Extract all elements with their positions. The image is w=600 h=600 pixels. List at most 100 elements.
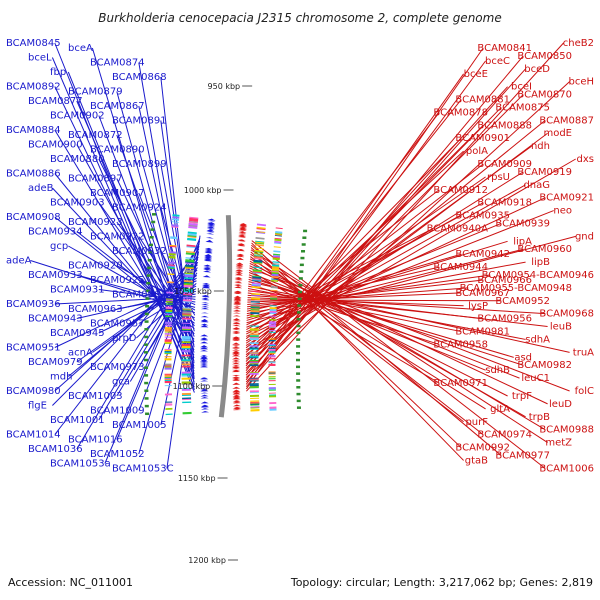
gene-label[interactable]: BCAM0841 <box>477 43 532 54</box>
gene-label[interactable]: BCAM0979 <box>28 357 83 368</box>
gene-label[interactable]: BCAM0925 <box>90 275 145 286</box>
gene-label[interactable]: polA <box>466 146 488 157</box>
gene-label[interactable]: BCAM0872 <box>68 130 123 141</box>
gene-label[interactable]: flgE <box>28 401 47 412</box>
gene-label[interactable]: trpF <box>512 391 532 402</box>
gene-label[interactable]: bceI <box>511 82 532 93</box>
gene-label[interactable]: BCAM1053C <box>112 464 174 475</box>
gene-label[interactable]: BCAM0942 <box>455 249 510 260</box>
gene-label[interactable]: gnd <box>575 231 594 242</box>
gene-label[interactable]: acnA <box>68 348 93 359</box>
gene-label[interactable]: BCAM0992 <box>455 443 510 454</box>
gene-label[interactable]: metZ <box>545 438 572 449</box>
gene-label[interactable]: modE <box>543 128 572 139</box>
gene-label[interactable]: dnaG <box>523 180 550 191</box>
gene-label[interactable]: BCAM0892 <box>6 82 61 93</box>
gene-label[interactable]: BCAM0940A <box>427 223 489 234</box>
gene-label[interactable]: BCAM1003 <box>68 391 123 402</box>
gene-label[interactable]: BCAM0875 <box>495 102 550 113</box>
gene-label[interactable]: BCAM0934 <box>28 227 83 238</box>
gene-label[interactable]: gltA <box>490 404 510 415</box>
gene-label[interactable]: BCAM0944 <box>433 262 488 273</box>
gene-label[interactable]: truA <box>573 347 594 358</box>
gene-label[interactable]: BCAM0845 <box>6 38 61 49</box>
gene-label[interactable]: BCAM1001 <box>50 415 105 426</box>
gene-label[interactable]: bceD <box>524 64 550 75</box>
gene-label[interactable]: BCAM0981 <box>455 327 510 338</box>
gene-label[interactable]: BCAM0850 <box>517 51 572 62</box>
gene-label[interactable]: fbp <box>50 67 66 78</box>
gene-label[interactable]: BCAM0943 <box>28 314 83 325</box>
gene-label[interactable]: bceA <box>68 43 93 54</box>
gene-label[interactable]: sdhB <box>485 365 510 376</box>
gene-label[interactable]: bceE <box>464 69 488 80</box>
gene-label[interactable]: BCAM0960 <box>517 244 572 255</box>
gene-label[interactable]: BCAM0909 <box>477 159 532 170</box>
gene-label[interactable]: BCAM0933 <box>28 270 83 281</box>
gene-label[interactable]: BCAM0918 <box>477 198 532 209</box>
gene-label[interactable]: asd <box>514 352 532 363</box>
gene-label[interactable]: BCAM1036 <box>28 444 83 455</box>
gene-label[interactable]: leuB <box>550 322 572 333</box>
gene-label[interactable]: sdhA <box>525 334 550 345</box>
gene-label[interactable]: BCAM0880 <box>50 154 105 165</box>
gene-label[interactable]: trpB <box>529 412 550 423</box>
gene-label[interactable]: gcp <box>50 241 68 252</box>
gene-label[interactable]: BCAM1053a <box>50 459 111 470</box>
gene-label[interactable]: BCAM0920 <box>68 261 123 272</box>
gene-label[interactable]: BCAM0945 <box>50 328 105 339</box>
gene-label[interactable]: BCAM0977 <box>495 450 550 461</box>
gene-label[interactable]: adeB <box>28 183 54 194</box>
gene-label[interactable]: BCAM0924 <box>112 203 167 214</box>
gene-label[interactable]: BCAM0908 <box>6 212 61 223</box>
gene-label[interactable]: BCAM0881 <box>455 95 510 106</box>
gene-label[interactable]: BCAM0956 <box>477 314 532 325</box>
gene-label[interactable]: mdh <box>50 372 72 383</box>
gene-label[interactable]: BCAM1014 <box>6 430 61 441</box>
gene-label[interactable]: BCAM0980 <box>6 386 61 397</box>
gene-label[interactable]: neo <box>553 206 572 217</box>
gene-label[interactable]: adeA <box>6 256 32 267</box>
gene-label[interactable]: BCAM0870 <box>517 90 572 101</box>
gene-label[interactable]: BCAM0868 <box>112 72 167 83</box>
gene-label[interactable]: BCAM0890 <box>90 145 145 156</box>
gene-label[interactable]: BCAM0931 <box>50 285 105 296</box>
gene-label[interactable]: folC <box>575 386 594 397</box>
gene-label[interactable]: BCAM0964 <box>112 290 167 301</box>
gene-label[interactable]: BCAM0878 <box>433 107 488 118</box>
gene-label[interactable]: lysP <box>468 301 488 312</box>
gene-label[interactable]: BCAM0957 <box>90 319 145 330</box>
gene-label[interactable]: BCAM0952 <box>495 296 550 307</box>
gene-label[interactable]: BCAM0879 <box>68 87 123 98</box>
gene-label[interactable]: purF <box>465 417 488 428</box>
gene-label[interactable]: BCAM0967 <box>455 288 510 299</box>
gene-label[interactable]: rpsU <box>487 172 510 183</box>
gene-label[interactable]: gca <box>112 377 130 388</box>
gene-label[interactable]: bceL <box>28 53 52 64</box>
gene-label[interactable]: BCAM0867 <box>90 101 145 112</box>
gene-label[interactable]: BCAM1016 <box>68 435 123 446</box>
gene-label[interactable]: BCAM0966 <box>477 275 532 286</box>
gene-label[interactable]: lipB <box>531 257 550 268</box>
gene-label[interactable]: BCAM0932 <box>112 246 167 257</box>
gene-label[interactable]: BCAM0936 <box>6 299 61 310</box>
gene-label[interactable]: BCAM0982 <box>517 360 572 371</box>
gene-label[interactable]: BCAM0874 <box>90 58 145 69</box>
gene-label[interactable]: lipA <box>513 236 532 247</box>
gene-label[interactable]: bceH <box>568 77 594 88</box>
gene-label[interactable]: BCAM1009 <box>90 406 145 417</box>
gene-label[interactable]: BCAM0897 <box>68 174 123 185</box>
gene-label[interactable]: BCAM0899 <box>112 159 167 170</box>
gene-label[interactable]: BCAM0958 <box>433 339 488 350</box>
gene-label[interactable]: BCAM0912 <box>433 185 488 196</box>
gene-label[interactable]: BCAM0971 <box>433 378 488 389</box>
gene-label[interactable]: BCAM0886 <box>6 169 61 180</box>
gene-label[interactable]: BCAM0974 <box>477 430 532 441</box>
gene-label[interactable]: BCAM0900 <box>28 140 83 151</box>
gene-label[interactable]: BCAM0955-BCAM0948 <box>460 283 572 294</box>
gene-label[interactable]: BCAM1052 <box>90 449 145 460</box>
gene-label[interactable]: BCAM0921 <box>539 193 594 204</box>
gene-label[interactable]: leuC1 <box>521 373 550 384</box>
gene-label[interactable]: BCAM0988 <box>539 425 594 436</box>
gene-label[interactable]: BCAM0939 <box>495 218 550 229</box>
